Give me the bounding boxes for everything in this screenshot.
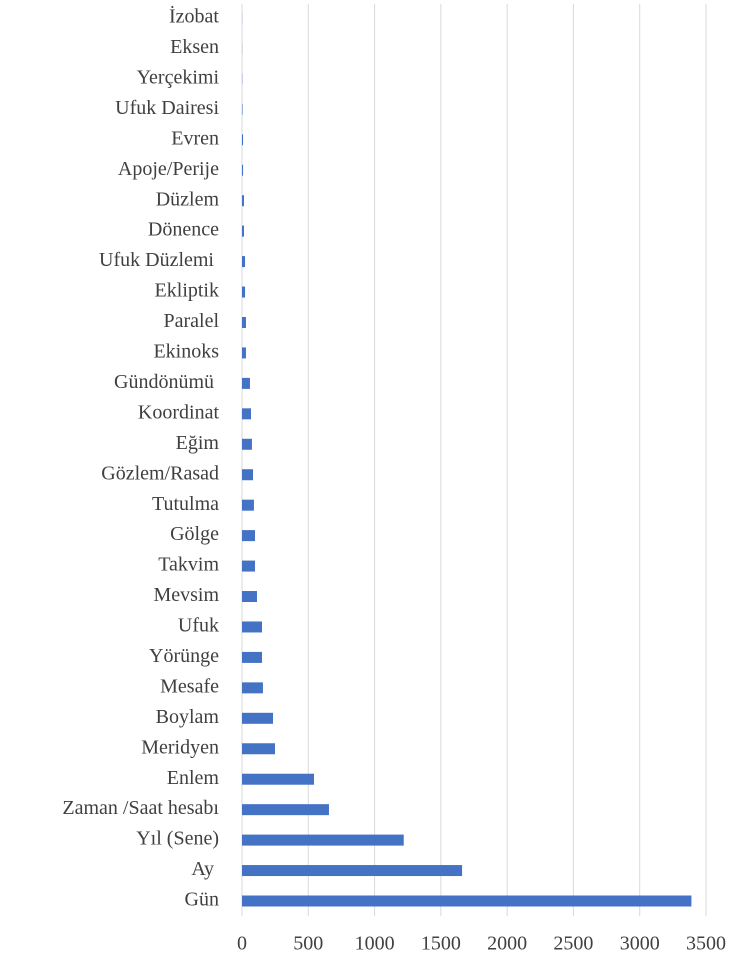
y-tick-label: Boylam [156,706,220,728]
y-tick-label: Dönence [148,219,219,241]
y-tick-label: Yörünge [149,645,219,667]
x-tick-label: 500 [293,933,323,955]
y-tick-label: Ufuk [178,615,219,637]
y-tick-label: Gün [185,889,219,911]
x-tick-label: 1500 [421,933,461,955]
bar [242,834,404,846]
bar [242,773,314,785]
bar [242,347,246,359]
y-tick-label: Yerçekimi [137,66,220,88]
bar [242,195,244,207]
bar [242,651,263,663]
y-tick-label: Mesafe [160,675,219,697]
y-tick-label: Ufuk Dairesi [115,97,219,119]
bar [242,286,246,298]
y-tick-label: Eksen [170,36,219,58]
bar [242,103,243,115]
bar [242,316,246,328]
y-tick-label: Meridyen [141,736,219,758]
bar [242,560,255,572]
y-tick-label: Apoje/Perije [118,158,219,180]
y-tick-label: Mevsim [153,584,219,606]
y-tick-label: Ufuk Düzlemi [99,249,219,271]
y-tick-label: Eğim [176,432,220,454]
x-tick-label: 2500 [553,933,593,955]
x-tick-label: 3500 [686,933,726,955]
y-tick-label: Gölge [170,523,219,545]
bar [242,469,254,481]
y-tick-label: Zaman /Saat hesabı [62,797,219,819]
y-tick-label: Tutulma [152,493,219,515]
y-tick-label: Ay [191,858,219,880]
bar [242,865,463,877]
y-tick-label: Evren [171,127,219,149]
y-tick-label: İzobat [169,5,219,28]
bar [242,591,257,603]
y-tick-label: Gözlem/Rasad [101,462,219,484]
x-tick-label: 3000 [620,933,660,955]
x-tick-label: 2000 [487,933,527,955]
bar [242,164,244,176]
bar [242,621,263,633]
bar [242,530,255,542]
bar [242,804,329,816]
bar [242,895,692,907]
x-tick-label: 0 [237,933,247,955]
bar [242,712,274,724]
bar [242,743,276,755]
bar [242,499,254,511]
bar [242,682,263,694]
bar [242,225,244,237]
bar [242,377,250,389]
bar [242,408,252,420]
y-tick-label: Ekinoks [153,341,219,363]
y-tick-label: Düzlem [156,188,220,210]
y-tick-label: Takvim [158,554,219,576]
y-tick-label: Enlem [167,767,220,789]
x-tick-label: 1000 [355,933,395,955]
y-tick-label: Yıl (Sene) [136,828,219,850]
y-tick-label: Koordinat [138,401,220,423]
bar [242,134,244,146]
y-tick-label: Paralel [163,310,219,332]
y-tick-label: Gündönümü [114,371,219,393]
bar [242,438,252,450]
y-tick-label: Ekliptik [155,280,219,302]
bar [242,256,246,268]
